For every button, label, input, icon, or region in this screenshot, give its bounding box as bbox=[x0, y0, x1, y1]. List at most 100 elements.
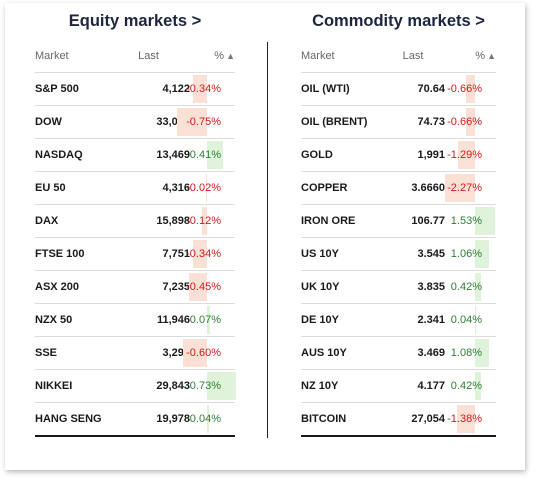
negative-change-bar bbox=[193, 240, 207, 268]
change-percent: 0.42% bbox=[450, 281, 482, 293]
change-cell: -1.29% bbox=[445, 140, 496, 170]
table-row[interactable]: AUS 10Y 3.469 1.08% bbox=[301, 337, 496, 370]
market-name: BITCOIN bbox=[301, 413, 347, 425]
change-cell: 0.73% bbox=[189, 371, 237, 401]
last-value: 3,291 bbox=[162, 347, 190, 359]
change-cell: 1.53% bbox=[445, 206, 496, 236]
change-percent: 0.73% bbox=[189, 380, 221, 392]
table-row[interactable]: FTSE 100 7,751 -0.34% bbox=[35, 238, 235, 271]
positive-change-bar bbox=[207, 372, 237, 400]
table-row[interactable]: IRON ORE 106.77 1.53% bbox=[301, 205, 496, 238]
change-percent: -1.29% bbox=[447, 149, 482, 161]
market-name: COPPER bbox=[301, 182, 348, 194]
change-percent: 0.04% bbox=[189, 413, 221, 425]
table-row[interactable]: BITCOIN 27,054 -1.38% bbox=[301, 403, 496, 437]
table-row[interactable]: NZ 10Y 4.177 0.42% bbox=[301, 370, 496, 403]
change-cell: -0.45% bbox=[186, 272, 235, 302]
market-name: AUS 10Y bbox=[301, 347, 347, 359]
header-percent[interactable]: % ▲ bbox=[190, 50, 235, 62]
change-cell: 0.04% bbox=[445, 305, 496, 335]
last-value: 4.177 bbox=[417, 380, 445, 392]
equity-table-body: S&P 500 4,122 -0.34% DOW 33,097 -0.75% NASDAQ 1… bbox=[35, 73, 237, 437]
market-name: UK 10Y bbox=[301, 281, 340, 293]
change-percent: -0.66% bbox=[447, 83, 482, 95]
change-percent: -0.75% bbox=[186, 116, 221, 128]
change-percent: -1.38% bbox=[447, 413, 482, 425]
table-row[interactable]: NIKKEI 29,843 0.73% bbox=[35, 370, 237, 403]
header-percent[interactable]: % ▲ bbox=[445, 50, 496, 62]
change-cell: 0.04% bbox=[190, 404, 235, 434]
change-percent: 1.06% bbox=[450, 248, 482, 260]
equity-markets-link[interactable]: Equity markets > bbox=[68, 12, 202, 30]
last-value: 70.64 bbox=[417, 83, 445, 95]
negative-change-bar bbox=[456, 405, 475, 433]
market-name: OIL (BRENT) bbox=[301, 116, 368, 128]
market-name: HANG SENG bbox=[35, 413, 102, 425]
market-name: NZX 50 bbox=[35, 314, 73, 326]
market-name: ASX 200 bbox=[35, 281, 80, 293]
negative-change-bar bbox=[466, 75, 475, 103]
market-name: NIKKEI bbox=[35, 380, 73, 392]
table-row[interactable]: US 10Y 3.545 1.06% bbox=[301, 238, 496, 271]
last-value: 4,122 bbox=[162, 83, 190, 95]
last-value: 74.73 bbox=[417, 116, 445, 128]
equity-markets-panel: Equity markets > Market Last % ▲ S&P 500 4… bbox=[35, 3, 237, 437]
last-value: 106.77 bbox=[411, 215, 445, 227]
last-value: 29,843 bbox=[156, 380, 190, 392]
last-value: 19,978 bbox=[156, 413, 190, 425]
market-name: DAX bbox=[35, 215, 59, 227]
table-row[interactable]: HANG SENG 19,978 0.04% bbox=[35, 403, 235, 437]
change-percent: -0.02% bbox=[186, 182, 221, 194]
header-market[interactable]: Market bbox=[35, 49, 69, 62]
market-name: GOLD bbox=[301, 149, 333, 161]
change-percent: -0.60% bbox=[186, 347, 221, 359]
table-row[interactable]: GOLD 1,991 -1.29% bbox=[301, 139, 496, 172]
market-name: OIL (WTI) bbox=[301, 83, 350, 95]
last-value: 3.469 bbox=[417, 347, 445, 359]
positive-change-bar bbox=[475, 273, 481, 301]
table-row[interactable]: NZX 50 11,946 0.07% bbox=[35, 304, 235, 337]
table-row[interactable]: DOW 33,097 -0.75% bbox=[35, 106, 235, 139]
negative-change-bar bbox=[457, 141, 475, 169]
positive-change-bar bbox=[475, 207, 496, 235]
table-row[interactable]: NASDAQ 13,469 0.41% bbox=[35, 139, 235, 172]
negative-change-bar bbox=[202, 207, 207, 235]
header-market[interactable]: Market bbox=[301, 49, 335, 62]
last-value: 27,054 bbox=[411, 413, 445, 425]
change-percent: 1.53% bbox=[450, 215, 482, 227]
change-cell: -0.60% bbox=[183, 338, 235, 368]
table-row[interactable]: ASX 200 7,235 -0.45% bbox=[35, 271, 235, 304]
table-row[interactable]: COPPER 3.6660 -2.27% bbox=[301, 172, 496, 205]
table-row[interactable]: EU 50 4,316 -0.02% bbox=[35, 172, 235, 205]
last-value: 2.341 bbox=[417, 314, 445, 326]
market-name: EU 50 bbox=[35, 182, 66, 194]
table-row[interactable]: OIL (WTI) 70.64 -0.66% bbox=[301, 73, 496, 106]
market-name: SSE bbox=[35, 347, 58, 359]
table-row[interactable]: SSE 3,291 -0.60% bbox=[35, 337, 235, 370]
table-row[interactable]: OIL (BRENT) 74.73 -0.66% bbox=[301, 106, 496, 139]
positive-change-bar bbox=[207, 306, 210, 334]
change-cell: 1.06% bbox=[445, 239, 496, 269]
commodity-markets-link[interactable]: Commodity markets > bbox=[312, 12, 485, 30]
table-row[interactable]: DAX 15,898 -0.12% bbox=[35, 205, 235, 238]
sort-ascending-icon: ▲ bbox=[487, 50, 496, 61]
last-value: 3.835 bbox=[417, 281, 445, 293]
negative-change-bar bbox=[466, 108, 475, 136]
change-cell: -2.27% bbox=[445, 173, 496, 203]
header-last[interactable]: Last bbox=[402, 49, 424, 62]
negative-change-bar bbox=[193, 75, 207, 103]
header-last[interactable]: Last bbox=[138, 49, 159, 62]
change-percent: 0.42% bbox=[450, 380, 482, 392]
change-cell: -0.02% bbox=[186, 173, 235, 203]
change-cell: -0.66% bbox=[445, 107, 496, 137]
last-value: 1,991 bbox=[417, 149, 445, 161]
table-row[interactable]: DE 10Y 2.341 0.04% bbox=[301, 304, 496, 337]
table-row[interactable]: S&P 500 4,122 -0.34% bbox=[35, 73, 235, 106]
last-value: 3.545 bbox=[417, 248, 445, 260]
last-value: 15,898 bbox=[156, 215, 190, 227]
change-percent: -0.45% bbox=[186, 281, 221, 293]
change-cell: -0.75% bbox=[177, 107, 235, 137]
change-cell: 0.42% bbox=[445, 272, 496, 302]
market-name: IRON ORE bbox=[301, 215, 356, 227]
table-row[interactable]: UK 10Y 3.835 0.42% bbox=[301, 271, 496, 304]
